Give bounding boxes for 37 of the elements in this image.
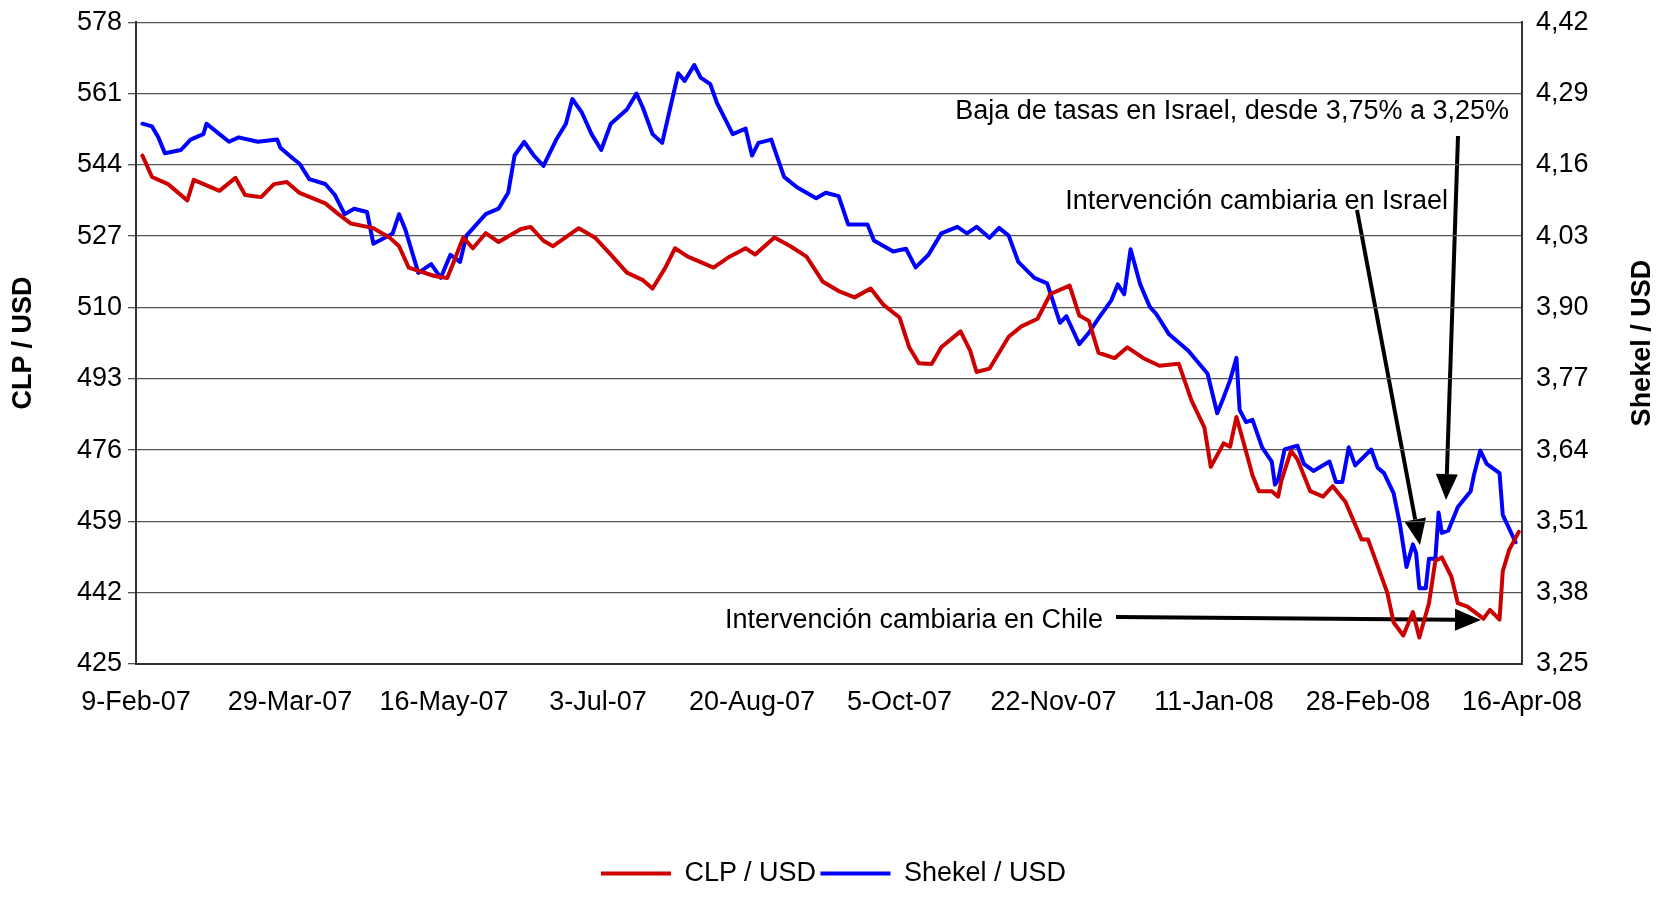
y2-tick-label: 4,03 [1536,219,1589,250]
annotation: Baja de tasas en Israel, desde 3,75% a 3,25% [955,95,1509,126]
annotation: Intervención cambiaria en Israel [1065,185,1448,216]
annotation: Intervención cambiaria en Chile [724,604,1104,635]
y-tick-label: 578 [76,5,122,36]
y2-tick-label: 3,38 [1536,576,1589,607]
y-tick-label: 493 [76,362,122,393]
y-axis-title: CLP / USD [7,276,38,410]
x-tick-label: 16-May-07 [379,685,509,716]
x-tick-label: 9-Feb-07 [81,685,191,716]
y-tick-label: 527 [76,219,122,250]
x-tick-label: 29-Mar-07 [227,685,353,716]
y-tick-label: 442 [76,576,122,607]
y2-tick-label: 3,77 [1536,362,1589,393]
x-tick-label: 11-Jan-08 [1154,685,1274,716]
y-tick-label: 476 [76,433,122,464]
x-tick-label: 20-Aug-07 [688,685,816,716]
y2-tick-label: 3,64 [1536,433,1589,464]
y2-tick-label: 4,16 [1536,148,1589,179]
y-tick-label: 459 [76,504,122,535]
x-tick-label: 3-Jul-07 [549,685,647,716]
x-tick-label: 22-Nov-07 [990,685,1117,716]
y2-tick-label: 3,25 [1536,647,1589,678]
y-tick-label: 425 [76,647,122,678]
y-tick-label: 544 [76,148,122,179]
y-tick-label: 561 [76,76,122,107]
y2-tick-label: 4,42 [1536,5,1589,36]
legend-label: Shekel / USD [903,856,1067,887]
x-tick-label: 16-Apr-08 [1461,685,1583,716]
x-tick-label: 28-Feb-08 [1305,685,1431,716]
x-tick-label: 5-Oct-07 [847,685,953,716]
legend-label: CLP / USD [684,856,816,887]
y2-tick-label: 3,51 [1536,504,1589,535]
y2-tick-label: 4,29 [1536,76,1589,107]
y2-tick-label: 3,90 [1536,290,1589,321]
y-tick-label: 510 [76,290,122,321]
y2-axis-title: Shekel / USD [1626,259,1657,427]
